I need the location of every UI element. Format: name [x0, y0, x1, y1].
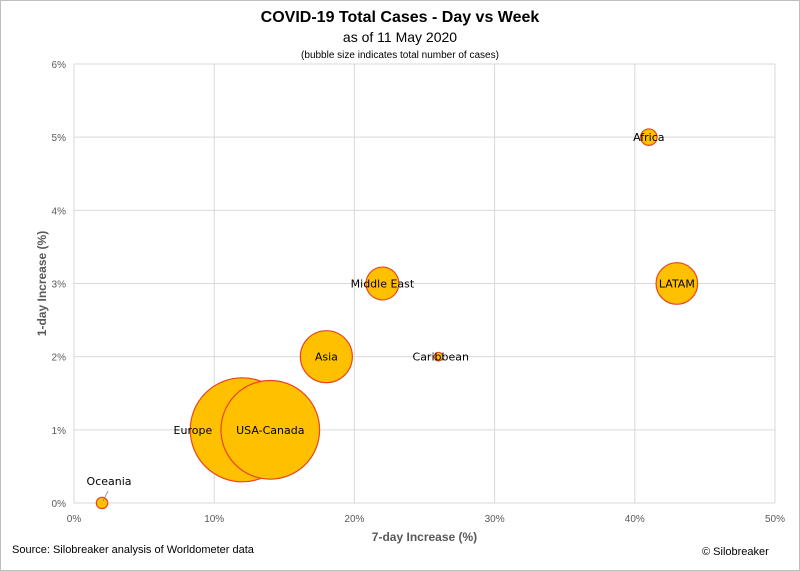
bubble-usa-canada	[220, 379, 321, 480]
x-axis-title: 7-day Increase (%)	[372, 530, 477, 544]
chart-subtitle: as of 11 May 2020	[342, 29, 458, 45]
bubble-label: LATAM	[659, 278, 695, 291]
y-axis-title: 1-day Increase (%)	[35, 231, 49, 336]
x-tick-label: 20%	[344, 514, 364, 525]
y-tick-label: 2%	[52, 353, 67, 364]
chart-title: COVID-19 Total Cases - Day vs Week	[260, 9, 540, 26]
bubble-oceania	[95, 496, 109, 510]
bubble-label: Oceania	[87, 475, 132, 488]
bubble-middle-east	[365, 266, 400, 301]
x-tick-label: 30%	[485, 514, 505, 525]
leader-line	[102, 490, 109, 502]
bubble-label: USA-Canada	[236, 424, 304, 437]
x-tick-label: 0%	[67, 514, 82, 525]
bubble-caribbean	[433, 351, 444, 362]
copyright-text: © Silobreaker	[702, 546, 769, 558]
x-tick-label: 50%	[765, 514, 785, 525]
y-tick-label: 6%	[52, 60, 67, 71]
y-tick-label: 4%	[52, 206, 67, 217]
y-tick-label: 1%	[52, 426, 67, 437]
chart-note: (bubble size indicates total number of c…	[301, 50, 499, 61]
y-tick-label: 3%	[52, 280, 67, 291]
bubble-label: Middle East	[351, 278, 415, 291]
bubble-africa	[639, 128, 658, 146]
y-tick-label: 0%	[52, 499, 67, 510]
bubble-label: Caribbean	[413, 351, 469, 364]
bubble-label: Europe	[174, 424, 213, 437]
bubble-label: Asia	[315, 351, 338, 364]
x-tick-label: 10%	[204, 514, 224, 525]
y-tick-label: 5%	[52, 133, 67, 144]
bubble-asia	[299, 330, 353, 384]
x-tick-label: 40%	[625, 514, 645, 525]
bubble-label: Africa	[633, 131, 664, 144]
source-text: Source: Silobreaker analysis of Worldome…	[12, 544, 254, 556]
bubble-latam	[655, 262, 699, 305]
